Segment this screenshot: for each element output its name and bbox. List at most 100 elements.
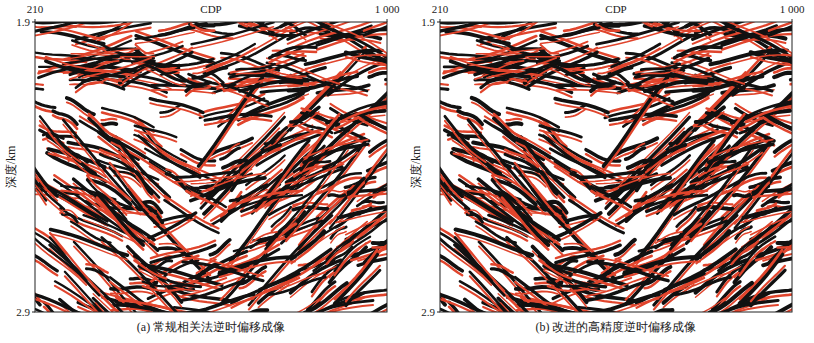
seismic-event-trough — [732, 237, 759, 260]
seismic-event-peak — [48, 141, 96, 179]
seismic-event-peak — [670, 150, 753, 254]
seismic-event-peak — [548, 286, 588, 291]
seismic-event-trough — [472, 98, 499, 114]
seismic-event-peak — [221, 144, 240, 155]
seismic-event-trough — [445, 116, 486, 157]
seismic-event-peak — [782, 55, 792, 72]
seismic-event-trough — [207, 44, 255, 67]
seismic-event-peak — [266, 70, 306, 77]
seismic-event-trough — [719, 226, 773, 271]
seismic-event-peak — [578, 176, 647, 182]
seismic-event-trough — [692, 303, 725, 313]
seismic-event-peak — [677, 212, 696, 232]
seismic-event-peak — [183, 258, 263, 277]
seismic-event-peak — [241, 149, 280, 172]
image-ground — [35, 22, 387, 312]
seismic-event-trough — [149, 59, 213, 65]
seismic-event-peak — [555, 103, 608, 117]
y-tick-label: 2.9 — [16, 306, 30, 318]
seismic-event-trough — [35, 231, 86, 281]
seismic-event-peak — [362, 300, 388, 313]
seismic-event-trough — [373, 238, 387, 243]
seismic-event-peak — [470, 276, 550, 312]
seismic-event-peak — [440, 235, 491, 285]
y-axis-title: 深度/km — [409, 145, 423, 188]
seismic-event-trough — [186, 187, 225, 208]
seismic-event-peak — [370, 138, 387, 157]
seismic-event-peak — [769, 22, 792, 31]
seismic-event-peak — [373, 243, 387, 248]
seismic-event-peak — [732, 241, 759, 264]
seismic-event-peak — [502, 198, 548, 250]
seismic-event-trough — [734, 195, 750, 196]
seismic-event-peak — [636, 22, 652, 26]
seismic-event-trough — [314, 226, 368, 271]
seismic-event-peak — [556, 90, 620, 94]
panel-title: (a) 常规相关法逆时偏移成像 — [137, 320, 285, 334]
seismic-event-peak — [710, 55, 787, 69]
seismic-event-peak — [466, 190, 520, 204]
seismic-event-peak — [324, 153, 358, 173]
seismic-event-peak — [40, 121, 81, 162]
seismic-event-peak — [151, 90, 215, 94]
seismic-event-trough — [507, 108, 559, 127]
y-tick — [437, 22, 440, 23]
figure: 2101 000CDP1.92.9深度/km(a) 常规相关法逆时偏移成像210… — [0, 0, 814, 343]
seismic-event-peak — [89, 114, 122, 139]
seismic-event-trough — [612, 44, 660, 67]
seismic-event-trough — [35, 179, 64, 210]
seismic-event-peak — [674, 51, 721, 62]
x-tick-label: 210 — [27, 3, 44, 15]
seismic-event-peak — [192, 27, 274, 49]
seismic-event-trough — [502, 193, 548, 245]
seismic-event-peak — [231, 22, 247, 26]
seismic-event-peak — [456, 234, 533, 260]
panel: 2101 000CDP1.92.9深度/km(a) 常规相关法逆时偏移成像 — [4, 0, 479, 343]
seismic-event-trough — [369, 73, 387, 77]
seismic-event-trough — [582, 294, 659, 312]
seismic-event-trough — [236, 64, 274, 70]
seismic-event-peak — [757, 204, 776, 211]
seismic-event-peak — [491, 264, 512, 272]
y-axis-title: 深度/km — [4, 145, 18, 188]
seismic-event-trough — [149, 213, 196, 238]
seismic-event-trough — [177, 294, 254, 312]
seismic-event-peak — [445, 121, 486, 162]
plot-frame — [35, 22, 387, 312]
seismic-event-peak — [566, 109, 586, 117]
seismic-event-peak — [539, 261, 571, 279]
seismic-event-peak — [774, 68, 792, 72]
seismic-event-trough — [51, 230, 128, 256]
seismic-event-trough — [470, 272, 550, 312]
x-tick — [792, 19, 793, 22]
seismic-event-trough — [327, 237, 354, 260]
seismic-event-trough — [521, 302, 537, 306]
y-tick-label: 1.9 — [421, 16, 435, 28]
seismic-event-trough — [287, 303, 320, 313]
seismic-event-peak — [61, 190, 115, 204]
seismic-event-trough — [440, 231, 491, 281]
seismic-event-peak — [251, 232, 277, 243]
seismic-event-peak — [139, 271, 201, 292]
seismic-event-peak — [696, 112, 724, 127]
seismic-event-peak — [291, 112, 319, 127]
seismic-event-peak — [71, 24, 130, 28]
seismic-event-trough — [101, 123, 116, 124]
y-tick — [32, 312, 35, 313]
seismic-event-peak — [369, 68, 387, 72]
seismic-event-peak — [754, 183, 770, 198]
seismic-event-peak — [692, 298, 725, 312]
seismic-event-trough — [143, 282, 183, 287]
seismic-event-trough — [645, 82, 707, 92]
seismic-event-peak — [116, 298, 132, 302]
x-tick-label: 1 000 — [780, 3, 805, 15]
seismic-event-peak — [597, 27, 679, 49]
seismic-event-trough — [591, 187, 630, 208]
seismic-event-peak — [610, 119, 676, 125]
seismic-event-peak — [35, 257, 57, 275]
seismic-event-trough — [533, 247, 587, 303]
seismic-event-peak — [544, 271, 606, 292]
seismic-event-peak — [453, 141, 501, 179]
seismic-event-trough — [521, 137, 575, 197]
seismic-event-peak — [542, 177, 557, 198]
